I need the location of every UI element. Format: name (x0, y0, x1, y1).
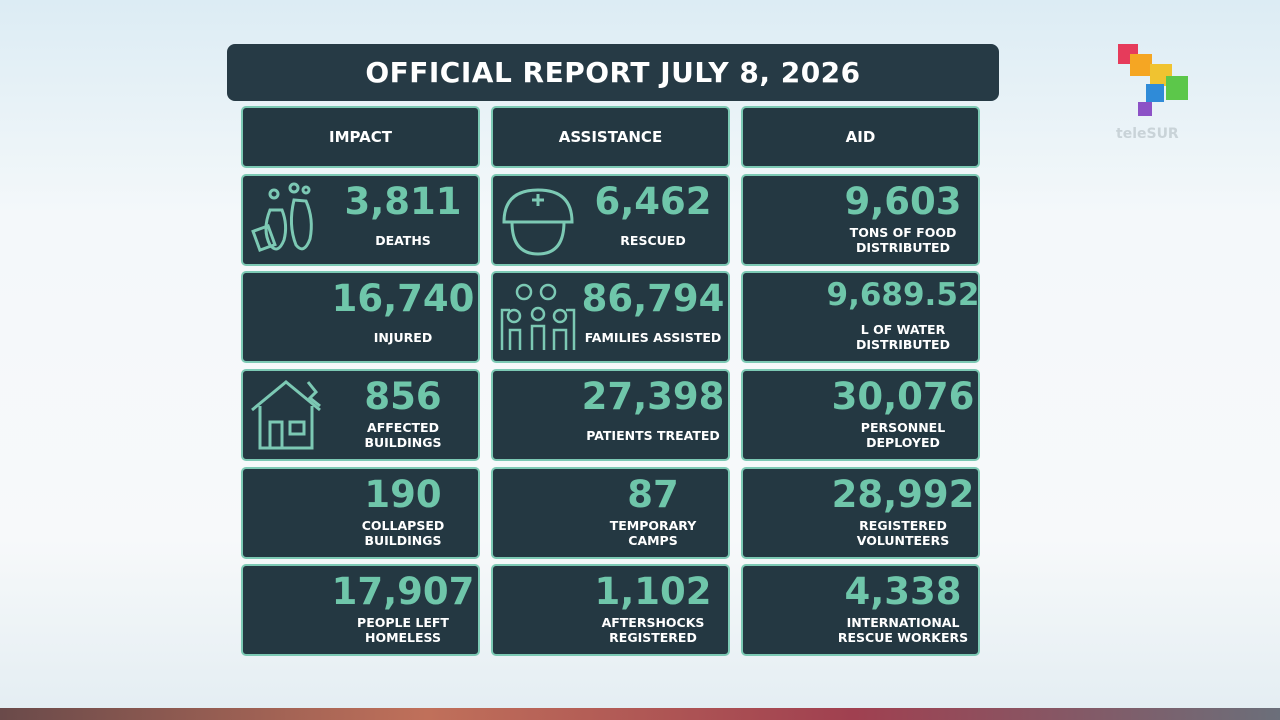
stat-label: HOMELESS (364, 630, 441, 645)
stat-card: 9,603 TONS OF FOOD DISTRIBUTED (741, 174, 980, 266)
stat-card: 27,398 PATIENTS TREATED (491, 369, 730, 461)
stat-value: 16,740 (331, 277, 475, 320)
stat-label: FAMILIES ASSISTED (584, 330, 722, 345)
stat-label: COLLAPSED (361, 518, 445, 533)
stat-label: INJURED (373, 330, 433, 345)
stat-label: RESCUE WORKERS (837, 630, 969, 645)
stat-card: 28,992 REGISTERED VOLUNTEERS (741, 467, 980, 559)
stat-label: AFFECTED (367, 420, 439, 435)
column-header: IMPACT (241, 106, 480, 168)
stat-card: 3,811 DEATHS (241, 174, 480, 266)
stat-label: RESCUED (620, 233, 686, 248)
stat-label: AFTERSHOCKS (601, 615, 705, 630)
stat-card: 17,907 PEOPLE LEFT HOMELESS (241, 564, 480, 656)
stat-value: 27,398 (581, 375, 725, 418)
helmet-icon (502, 188, 574, 256)
stat-value: 87 (627, 473, 679, 516)
stat-label: VOLUNTEERS (856, 533, 950, 548)
logo-mark (1118, 44, 1188, 116)
stat-label: L OF WATER (860, 322, 946, 337)
stat-card: 87 TEMPORARY CAMPS (491, 467, 730, 559)
stat-label: TONS OF FOOD (849, 225, 957, 240)
column-header: ASSISTANCE (491, 106, 730, 168)
stat-value: 28,992 (831, 473, 975, 516)
stat-value: 3,811 (344, 180, 462, 223)
stat-card: 6,462 RESCUED (491, 174, 730, 266)
stat-label: DISTRIBUTED (856, 240, 950, 255)
stat-label: BUILDINGS (364, 435, 442, 450)
stat-value: 4,338 (844, 570, 962, 613)
stat-label: DISTRIBUTED (856, 337, 950, 352)
stat-label: REGISTERED (609, 630, 697, 645)
stat-card: 4,338 INTERNATIONAL RESCUE WORKERS (741, 564, 980, 656)
stat-label: REGISTERED (859, 518, 947, 533)
stat-card: 9,689.52 L OF WATER DISTRIBUTED (741, 271, 980, 363)
stat-value: 9,689.52 (826, 277, 980, 313)
column-header: AID (741, 106, 980, 168)
stat-label: DEATHS (375, 233, 431, 248)
stat-value: 17,907 (331, 570, 475, 613)
stat-value: 6,462 (594, 180, 712, 223)
stat-label: PATIENTS TREATED (586, 428, 720, 443)
feet-icon (251, 182, 313, 253)
stat-label: INTERNATIONAL (846, 615, 960, 630)
stat-card: 30,076 PERSONNEL DEPLOYED (741, 369, 980, 461)
stat-label: CAMPS (628, 533, 678, 548)
stat-label: DEPLOYED (866, 435, 940, 450)
stat-card: 16,740 INJURED (241, 271, 480, 363)
stat-label: TEMPORARY (609, 518, 697, 533)
stat-card: 1,102 AFTERSHOCKS REGISTERED (491, 564, 730, 656)
report-title: OFFICIAL REPORT JULY 8, 2026 (227, 44, 999, 101)
stat-value: 190 (364, 473, 442, 516)
stat-value: 30,076 (831, 375, 975, 418)
stat-label: BUILDINGS (364, 533, 442, 548)
stat-label: PERSONNEL (860, 420, 946, 435)
bottom-strip (0, 708, 1280, 720)
logo-text: teleSUR (1116, 126, 1179, 142)
stat-value: 9,603 (844, 180, 962, 223)
stat-value: 86,794 (581, 277, 725, 320)
building-icon (251, 380, 321, 450)
stat-label: PEOPLE LEFT (357, 615, 449, 630)
stat-value: 856 (364, 375, 442, 418)
stat-value: 1,102 (594, 570, 712, 613)
family-icon (500, 283, 576, 350)
stat-card: 190 COLLAPSED BUILDINGS (241, 467, 480, 559)
